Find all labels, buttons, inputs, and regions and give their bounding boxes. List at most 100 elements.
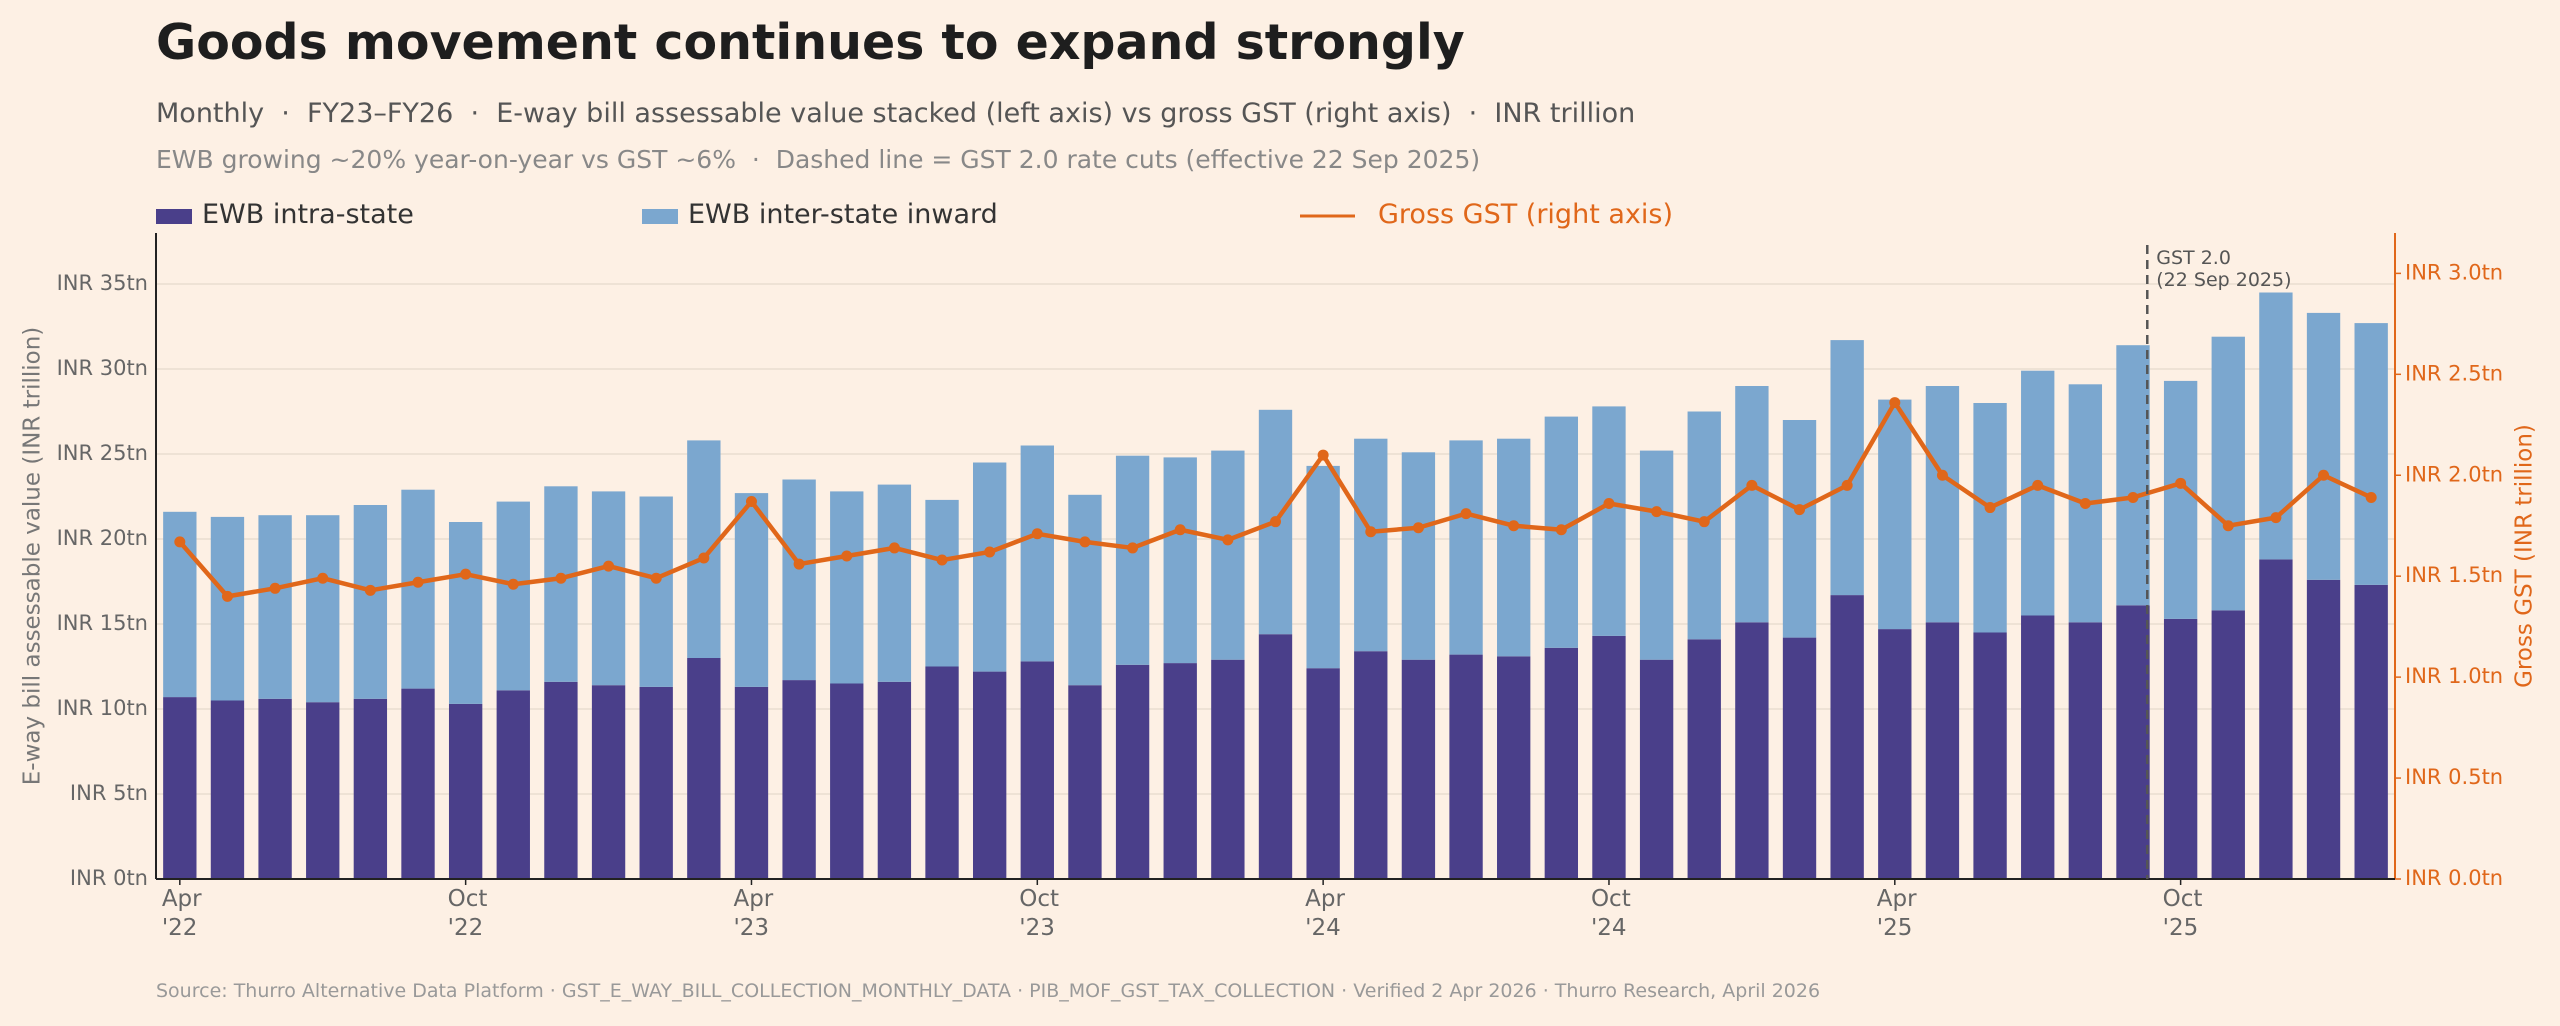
line-marker (698, 552, 710, 564)
bar-segment (1497, 656, 1531, 879)
bar-segment (877, 484, 912, 682)
bar-segment (2259, 559, 2293, 879)
bar-segment (1925, 622, 1960, 879)
y-tick-label: INR 10tn (57, 696, 148, 720)
bar-segment (496, 501, 530, 691)
bar-segment (591, 685, 626, 879)
line-marker (2365, 491, 2377, 503)
bar-segment (1306, 465, 1340, 669)
line-marker (888, 542, 900, 554)
line-marker (2127, 491, 2139, 503)
bar-segment (972, 462, 1007, 672)
y2-tick-label: INR 2.5tn (2405, 361, 2503, 385)
bar-segment (353, 698, 388, 879)
line-marker (936, 554, 948, 566)
line-marker (555, 572, 567, 584)
line-marker (460, 568, 472, 580)
y2-tick-label: INR 2.0tn (2405, 462, 2503, 486)
x-tick-label: Apr '25 (1876, 886, 1917, 941)
bar-segment (2021, 615, 2055, 879)
line-marker (1603, 498, 1615, 510)
bar-segment (2354, 584, 2388, 879)
bar-segment (1782, 637, 1817, 879)
line-marker (269, 582, 281, 594)
bar-segment (782, 479, 816, 681)
line-marker (1508, 520, 1520, 532)
bar-segment (1211, 659, 1245, 879)
line-marker (2222, 520, 2234, 532)
bar-segment (1401, 659, 1436, 879)
x-tick-label: Apr '23 (733, 886, 774, 941)
bar-segment (1163, 457, 1197, 664)
bar-segment (925, 666, 959, 879)
bar-segment (1068, 685, 1102, 879)
bar-segment (2021, 370, 2055, 616)
bar-segment (1258, 634, 1293, 879)
line-marker (1984, 502, 1996, 514)
bar-segment (2211, 610, 2245, 879)
source-note: Source: Thurro Alternative Data Platform… (156, 980, 1821, 1002)
legend-label: Gross GST (right axis) (1378, 199, 1673, 230)
bar-segment (1925, 386, 1960, 623)
bar-segment (1735, 386, 1769, 623)
legend-label: EWB intra-state (202, 199, 414, 230)
bar-segment (830, 491, 864, 684)
bar-segment (1306, 668, 1340, 879)
bar-segment (1020, 445, 1054, 662)
bar-segment (830, 683, 864, 879)
bar-segment (2116, 605, 2150, 879)
bar-segment (2163, 380, 2198, 619)
bar-segment (1211, 450, 1245, 660)
x-tick-label: Oct '24 (1590, 886, 1631, 941)
bar-segment (258, 515, 292, 699)
bar-segment (448, 522, 483, 704)
bar-segment (544, 486, 578, 682)
annotation-label: GST 2.0 (22 Sep 2025) (2156, 247, 2292, 291)
bar-segment (925, 499, 959, 667)
chart-subtitle: Monthly · FY23–FY26 · E-way bill assessa… (156, 98, 1636, 129)
bar-segment (1497, 438, 1531, 657)
bar-segment (401, 489, 435, 689)
y-tick-label: INR 30tn (57, 356, 148, 380)
line-marker (1317, 449, 1329, 461)
bar-segment (1115, 664, 1150, 879)
x-tick-label: Apr '22 (161, 886, 202, 941)
legend-label: EWB inter-state inward (688, 199, 998, 230)
line-marker (1174, 524, 1186, 536)
bar-segment (1115, 455, 1150, 665)
bar-segment (782, 680, 816, 879)
line-marker (984, 546, 996, 558)
y2-tick-label: INR 3.0tn (2405, 260, 2503, 284)
y-tick-label: INR 15tn (57, 611, 148, 635)
x-tick-label: Oct '22 (447, 886, 488, 941)
line-marker (1222, 534, 1234, 546)
bar-segment (1068, 494, 1102, 686)
bar-segment (1020, 661, 1054, 879)
line-marker (412, 576, 424, 588)
bar-segment (1830, 595, 1864, 879)
legend-swatch (156, 209, 192, 224)
bar-segment (1973, 403, 2007, 633)
bar-segment (687, 440, 721, 658)
line-marker (1031, 528, 1043, 540)
bar-segment (1354, 438, 1388, 652)
line-marker (317, 572, 329, 584)
bar-segment (1782, 420, 1817, 638)
bar-segment (591, 491, 626, 686)
bar-segment (1449, 654, 1483, 879)
line-marker (1270, 516, 1281, 528)
y-tick-label: INR 35tn (57, 271, 148, 295)
bar-segment (544, 681, 578, 879)
bar-segment (2116, 345, 2150, 606)
line-marker (745, 495, 757, 507)
y2-tick-label: INR 0.5tn (2405, 765, 2503, 789)
bar-segment (2306, 579, 2341, 879)
bar-segment (258, 698, 292, 879)
line-marker (603, 560, 615, 572)
y-tick-label: INR 20tn (57, 526, 148, 550)
line-marker (841, 550, 853, 562)
bar-segment (2211, 336, 2245, 611)
legend-swatch (642, 209, 678, 224)
y-tick-label: INR 0tn (70, 866, 148, 890)
